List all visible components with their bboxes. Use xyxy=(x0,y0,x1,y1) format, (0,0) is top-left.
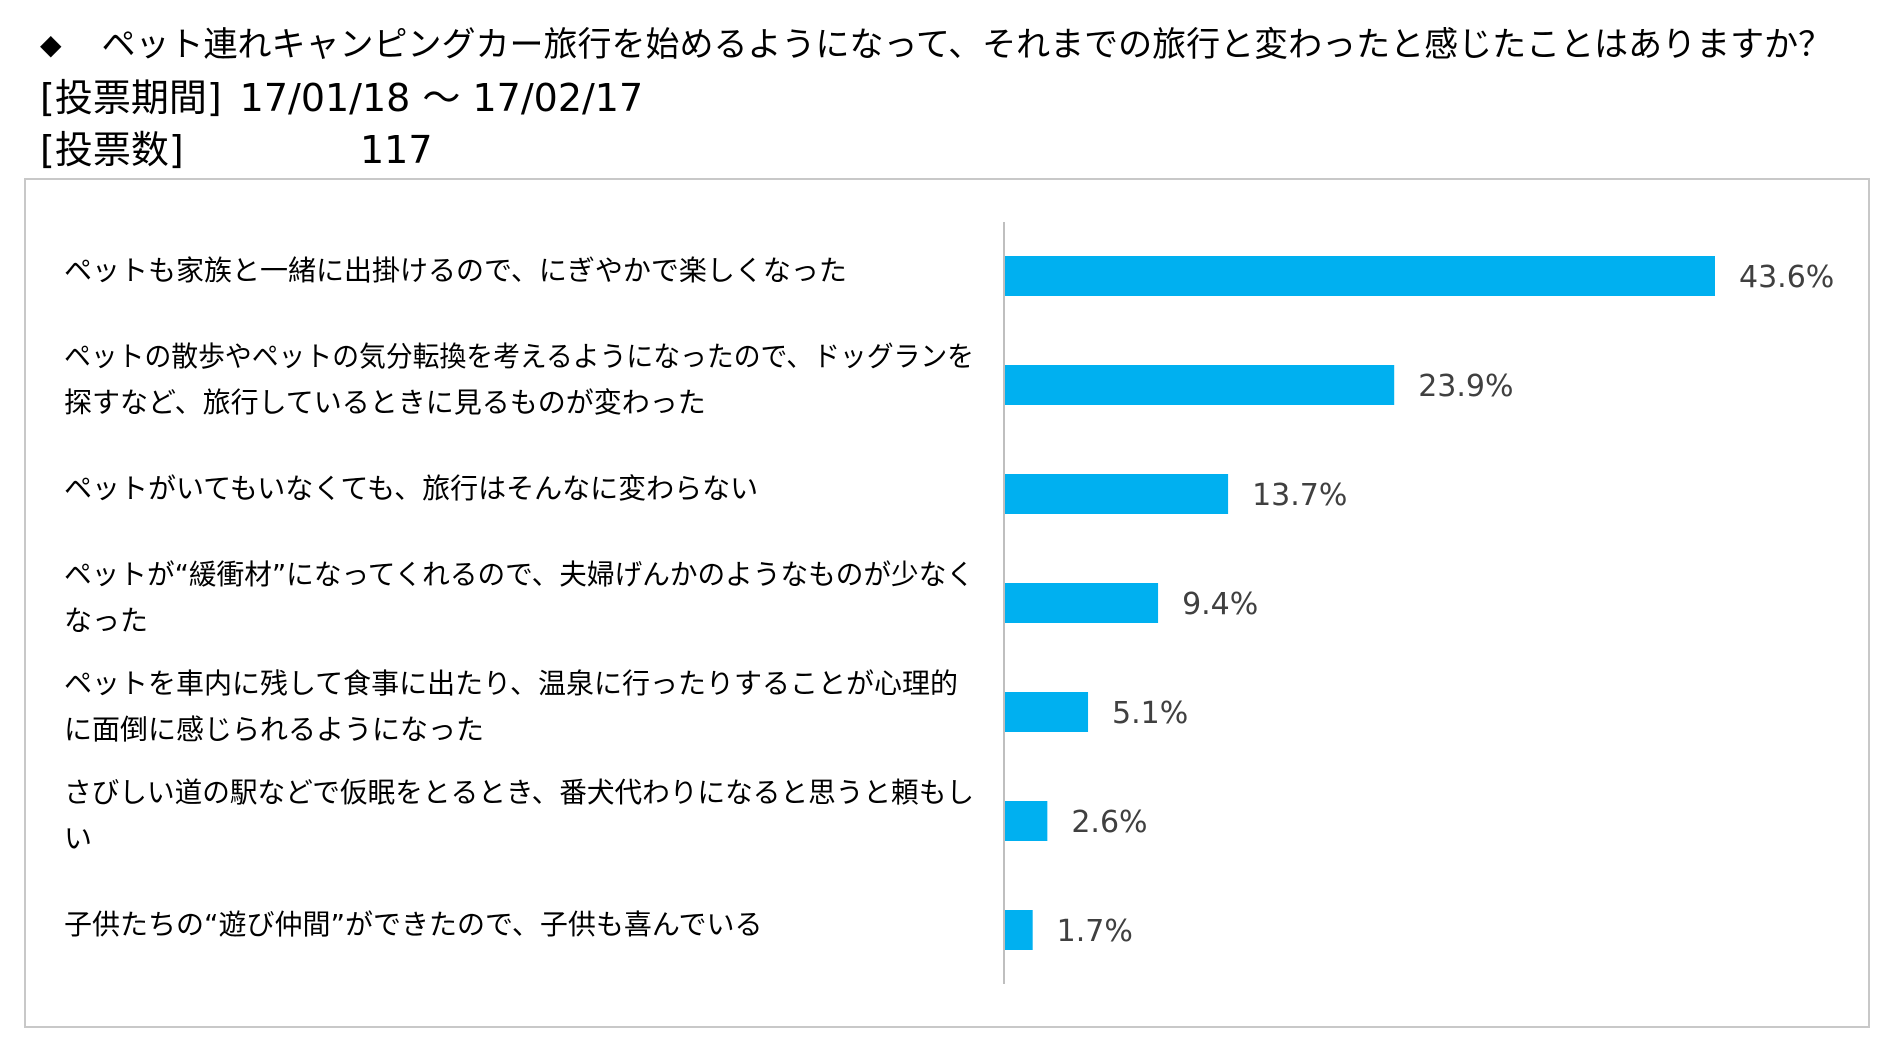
category-label-6-line-0: 子供たちの“遊び仲間”ができたので、子供も喜んでいる xyxy=(64,908,763,941)
bar-0 xyxy=(1005,256,1715,296)
category-label-4-line-0: ペットを車内に残して食事に出たり、温泉に行ったりすることが心理的 xyxy=(64,667,958,700)
value-label-5: 2.6% xyxy=(1071,805,1147,840)
category-label-5-line-0: さびしい道の駅などで仮眠をとるとき、番犬代わりになると思うと頼もし xyxy=(64,776,974,809)
value-label-6: 1.7% xyxy=(1057,914,1133,949)
bar-chart: 43.6% ペットも家族と一緒に出掛けるので、にぎやかで楽しくなった 23.9% ペッ… xyxy=(64,222,1834,984)
category-label-4-line-1: に面倒に感じられるようになった xyxy=(64,713,484,746)
category-label-5-line-1: い xyxy=(64,822,92,855)
value-label-2: 13.7% xyxy=(1252,478,1347,513)
question-text: ペット連れキャンピングカー旅行を始めるようになって、それまでの旅行と変わったと感… xyxy=(101,25,1833,65)
value-label-1: 23.9% xyxy=(1418,369,1513,404)
survey-header: ◆ ペット連れキャンピングカー旅行を始めるようになって、それまでの旅行と変わった… xyxy=(40,18,1832,176)
bar-6 xyxy=(1005,910,1033,950)
bar-5 xyxy=(1005,801,1048,841)
category-label-1-line-0: ペットの散歩やペットの気分転換を考えるようになったので、ドッグランを xyxy=(64,340,974,373)
category-label-1-line-1: 探すなど、旅行しているときに見るものが変わった xyxy=(64,386,706,419)
voting-period-label: [投票期間] xyxy=(40,76,222,120)
vote-count-label: [投票数] xyxy=(40,128,184,172)
diamond-bullet-icon: ◆ xyxy=(40,28,62,61)
category-label-3-line-0: ペットが“緩衝材”になってくれるので、夫婦げんかのようなものが少なく xyxy=(64,558,974,591)
question-row: ◆ ペット連れキャンピングカー旅行を始めるようになって、それまでの旅行と変わった… xyxy=(40,18,1832,72)
value-label-0: 43.6% xyxy=(1739,260,1834,295)
chart-frame: 43.6% ペットも家族と一緒に出掛けるので、にぎやかで楽しくなった 23.9% ペッ… xyxy=(24,178,1870,1028)
vote-count-value: 117 xyxy=(360,128,433,172)
bar-1 xyxy=(1005,365,1395,405)
category-label-2-line-0: ペットがいてもいなくても、旅行はそんなに変わらない xyxy=(64,472,758,505)
value-label-4: 5.1% xyxy=(1112,696,1188,731)
bar-2 xyxy=(1005,474,1229,514)
bar-3 xyxy=(1005,583,1159,623)
category-label-0-line-0: ペットも家族と一緒に出掛けるので、にぎやかで楽しくなった xyxy=(64,254,847,287)
vote-count-row: [投票数] 117 xyxy=(40,124,1832,176)
voting-period-row: [投票期間] 17/01/18 ～ 17/02/17 xyxy=(40,72,1832,124)
bar-4 xyxy=(1005,692,1089,732)
voting-period-value: 17/01/18 ～ 17/02/17 xyxy=(239,76,644,120)
category-label-3-line-1: なった xyxy=(64,604,148,637)
value-label-3: 9.4% xyxy=(1182,587,1258,622)
